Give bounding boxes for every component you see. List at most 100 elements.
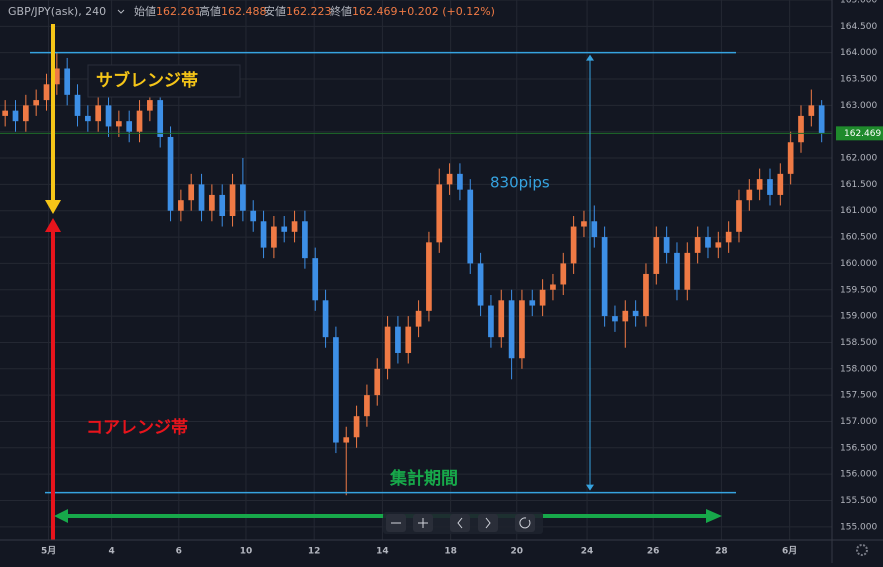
y-tick-label: 161.000 <box>840 206 877 216</box>
scroll-right-button[interactable] <box>478 514 498 532</box>
candle-body <box>436 184 443 243</box>
range-size-note: 830pips <box>490 174 550 192</box>
candle-body <box>694 237 701 253</box>
last-price-tag <box>836 126 883 141</box>
candle-body <box>22 105 29 122</box>
reset-icon <box>519 517 531 529</box>
candle-body <box>798 115 804 143</box>
candle-body <box>457 173 463 190</box>
x-tick-label: 10 <box>240 547 253 557</box>
candle-body <box>746 189 753 201</box>
candle-body <box>777 173 784 195</box>
note-box <box>87 64 241 98</box>
candle-body <box>219 194 226 216</box>
candle-body <box>136 110 143 132</box>
candle-body <box>550 284 556 290</box>
x-tick-label: 6月 <box>782 546 797 557</box>
period-note: 集計期間 <box>389 468 458 489</box>
arrow-head <box>45 200 61 214</box>
candle-body <box>343 437 350 443</box>
close-label: 終値 <box>330 4 352 18</box>
candle-body <box>374 368 381 396</box>
y-tick-label: 163.000 <box>840 101 877 111</box>
y-tick-label: 163.500 <box>840 75 877 85</box>
candle-body <box>312 258 319 301</box>
candle-body <box>302 221 308 259</box>
y-tick-label: 159.500 <box>840 285 877 295</box>
candle-body <box>519 300 525 359</box>
x-tick-label: 26 <box>647 547 660 557</box>
x-tick-label: 20 <box>511 547 524 557</box>
high-label: 高値 <box>199 4 221 18</box>
candle-body <box>508 300 515 359</box>
candle-body <box>364 395 370 417</box>
y-tick-label: 156.000 <box>840 470 877 480</box>
low-value: 162.223 <box>286 5 332 18</box>
candle-body <box>43 84 50 101</box>
candle-body <box>281 226 288 232</box>
candle-body <box>271 226 277 248</box>
candle-body <box>539 289 546 306</box>
candle-body <box>322 300 329 338</box>
high-value: 162.488 <box>221 5 267 18</box>
candle-body <box>426 242 432 311</box>
y-tick-label: 162.000 <box>840 154 877 164</box>
candle-body <box>818 105 825 134</box>
zoom-in-icon <box>418 518 428 528</box>
candle-body <box>395 326 401 353</box>
candle-body <box>715 242 722 248</box>
candle-body <box>591 221 598 238</box>
candle-body <box>198 184 205 211</box>
y-tick-label: 165.000 <box>840 0 877 6</box>
candle-body <box>2 110 9 116</box>
candle-body <box>240 184 246 211</box>
candle-body <box>291 221 298 232</box>
y-tick-label: 158.000 <box>840 364 877 374</box>
change: +0.202 (+0.12%) <box>398 5 495 18</box>
candle-body <box>570 226 577 264</box>
open-value: 162.261 <box>156 5 202 18</box>
candle-body <box>529 300 536 306</box>
candle-body <box>105 105 112 127</box>
candle-body <box>415 310 422 327</box>
candle-body <box>33 100 40 106</box>
y-tick-label: 160.500 <box>840 233 877 243</box>
candle-body <box>250 210 257 222</box>
y-tick-label: 164.000 <box>840 48 877 58</box>
candle-body <box>405 326 412 353</box>
candle-body <box>756 179 763 190</box>
candle-body <box>64 68 71 95</box>
candle-body <box>477 263 484 306</box>
candle-body <box>601 237 608 317</box>
sub-range-note: サブレンジ帯 <box>96 70 198 91</box>
scroll-left-button[interactable] <box>450 514 470 532</box>
candle-body <box>147 100 153 111</box>
low-label: 安値 <box>264 4 286 18</box>
candle-body <box>333 337 339 443</box>
candle-body <box>95 105 102 122</box>
candle-body <box>705 237 711 248</box>
x-tick-label: 24 <box>581 547 594 557</box>
candle-body <box>353 416 360 438</box>
settings-icon[interactable] <box>856 544 868 556</box>
x-tick-label: 4 <box>108 547 114 557</box>
x-tick-label: 6 <box>176 547 182 557</box>
candle-body <box>663 237 670 253</box>
reset-button[interactable] <box>515 514 535 532</box>
y-tick-label: 158.500 <box>840 338 877 348</box>
candle-body <box>808 105 815 116</box>
candle-body <box>488 305 494 338</box>
symbol: GBP/JPY(ask), 240 <box>8 5 106 18</box>
candle-body <box>157 100 164 137</box>
y-tick-label: 156.500 <box>840 443 877 453</box>
candle-body <box>725 231 732 243</box>
y-tick-label: 155.500 <box>840 496 877 506</box>
y-tick-label: 157.000 <box>840 417 877 427</box>
x-tick-label: 18 <box>444 547 457 557</box>
header: GBP/JPY(ask), 240 始値 162.261 高値 162.488 … <box>8 4 495 18</box>
dropdown-icon[interactable] <box>117 9 125 14</box>
candle-body <box>188 184 195 201</box>
